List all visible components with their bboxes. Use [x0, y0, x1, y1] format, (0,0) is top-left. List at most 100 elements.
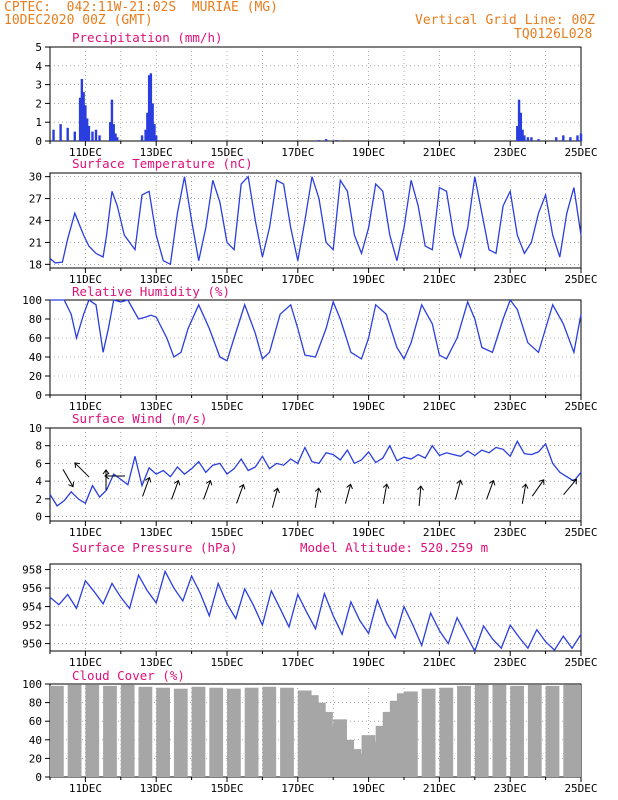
y-tick-label: 27	[29, 193, 42, 206]
cloud-bar	[244, 687, 259, 777]
precip-bar	[78, 97, 82, 141]
precip-bar	[116, 137, 119, 141]
x-tick-label: 23DEC	[494, 400, 527, 413]
x-tick-label: 19DEC	[352, 782, 385, 795]
y-tick-label: 0	[35, 511, 42, 524]
precip-bar	[94, 129, 98, 141]
precip-bar	[112, 124, 115, 141]
x-tick-label: 21DEC	[423, 656, 456, 669]
x-tick-label: 17DEC	[281, 526, 314, 539]
panel-0	[45, 46, 583, 146]
panel-4	[45, 563, 582, 656]
precip-bar	[149, 73, 153, 141]
y-tick-label: 40	[29, 351, 42, 364]
x-tick-label: 13DEC	[140, 146, 173, 159]
x-tick-label: 15DEC	[210, 782, 243, 795]
panel-title: Relative Humidity (%)	[72, 284, 230, 299]
x-tick-label: 11DEC	[69, 782, 102, 795]
y-tick-label: 60	[29, 332, 42, 345]
x-tick-label: 23DEC	[494, 656, 527, 669]
precip-bar	[530, 137, 533, 141]
panel-3	[45, 427, 582, 526]
x-tick-label: 25DEC	[564, 782, 597, 795]
y-tick-label: 3	[35, 79, 42, 92]
y-tick-label: 952	[22, 619, 42, 632]
wind-arrow-icon	[62, 469, 75, 488]
x-tick-label: 23DEC	[494, 526, 527, 539]
y-tick-label: 100	[22, 294, 42, 307]
y-tick-label: 5	[35, 41, 42, 54]
y-tick-label: 4	[35, 60, 42, 73]
y-tick-label: 20	[29, 370, 42, 383]
precip-bar	[84, 105, 87, 141]
x-tick-label: 15DEC	[210, 656, 243, 669]
precip-bar	[153, 124, 156, 141]
precip-bar	[66, 127, 69, 141]
precip-bar	[151, 103, 154, 141]
precip-bar	[144, 129, 147, 141]
wind-arrow-icon	[563, 478, 577, 495]
y-tick-label: 10	[29, 422, 42, 435]
y-tick-label: 954	[22, 601, 42, 614]
precip-bar	[317, 140, 321, 141]
panel-title: Surface Pressure (hPa)	[72, 540, 238, 555]
wind-arrow-icon	[102, 469, 110, 490]
wind-arrow-icon	[74, 462, 90, 478]
cloud-bar	[280, 687, 294, 777]
wind-arrow-icon	[271, 487, 280, 508]
precip-bar	[537, 139, 540, 141]
panel-title: Surface Temperature (nC)	[72, 156, 253, 171]
cloud-bar	[85, 684, 100, 777]
cloud-bar	[474, 684, 489, 777]
wind-arrow-icon	[236, 483, 246, 504]
cloud-bar	[262, 686, 277, 777]
x-tick-label: 15DEC	[210, 526, 243, 539]
y-tick-label: 30	[29, 171, 42, 184]
wind-arrow-icon	[344, 483, 353, 504]
series-line	[50, 298, 582, 362]
header-station: CPTEC: 042:11W-21:02S MURIAE (MG)	[4, 0, 278, 15]
cloud-bar	[227, 688, 241, 777]
x-tick-label: 11DEC	[69, 400, 102, 413]
panel-title: Precipitation (mm/h)	[72, 30, 223, 45]
x-tick-label: 21DEC	[423, 782, 456, 795]
x-tick-label: 21DEC	[423, 526, 456, 539]
y-tick-label: 20	[29, 752, 42, 765]
precip-bar	[579, 133, 583, 141]
precip-bar	[519, 112, 523, 141]
wind-arrow-icon	[203, 479, 213, 500]
precip-bar	[110, 99, 114, 141]
precip-bar	[335, 140, 338, 141]
precip-bar	[155, 135, 158, 141]
precip-bar	[147, 75, 151, 141]
cloud-bar	[156, 687, 170, 777]
wind-arrow-icon	[104, 472, 125, 480]
precip-bar	[516, 125, 519, 141]
x-tick-label: 23DEC	[494, 782, 527, 795]
x-tick-label: 25DEC	[564, 273, 597, 286]
wind-arrow-icon	[454, 479, 463, 500]
precip-bar	[85, 118, 89, 141]
x-tick-label: 17DEC	[281, 782, 314, 795]
cloud-bar	[457, 685, 471, 777]
plot-frame	[49, 46, 582, 142]
y-tick-label: 0	[35, 389, 42, 402]
wind-arrow-icon	[171, 479, 181, 500]
precip-bar	[114, 133, 117, 141]
wind-arrow-icon	[142, 476, 152, 497]
x-tick-label: 25DEC	[564, 656, 597, 669]
header-date: 10DEC2020 00Z (GMT)	[4, 13, 153, 28]
x-tick-label: 19DEC	[352, 146, 385, 159]
precip-bar	[569, 137, 572, 141]
x-tick-label: 17DEC	[281, 273, 314, 286]
x-tick-label: 11DEC	[69, 656, 102, 669]
cloud-bar	[191, 686, 206, 777]
cloud-bar	[510, 685, 524, 777]
x-tick-label: 19DEC	[352, 273, 385, 286]
x-tick-label: 23DEC	[494, 146, 527, 159]
plot-frame	[49, 427, 582, 522]
series-line	[49, 439, 582, 507]
x-tick-label: 17DEC	[281, 146, 314, 159]
precip-bar	[555, 137, 558, 141]
